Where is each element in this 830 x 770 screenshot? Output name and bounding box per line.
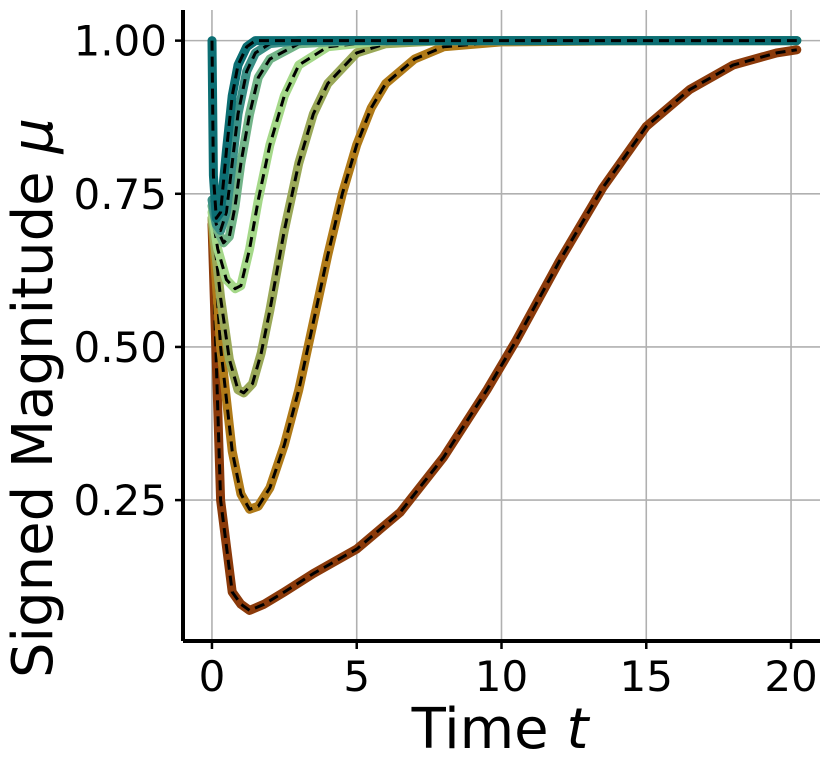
x-tick-label-3: 15 bbox=[620, 652, 673, 701]
y-axis-label: Signed Magnitude μ bbox=[1, 118, 66, 678]
series-layer bbox=[207, 36, 802, 615]
x-axis-label-text: Time bbox=[411, 697, 567, 762]
series-fit-line-2 bbox=[210, 39, 797, 395]
series-line-1 bbox=[207, 36, 802, 514]
x-tick-label-1: 5 bbox=[343, 652, 370, 701]
x-axis-label-variable: t bbox=[566, 697, 590, 762]
x-axis-label: Time t bbox=[411, 697, 591, 762]
y-tick-label-0: 0.25 bbox=[73, 476, 167, 525]
y-tick-label-3: 1.00 bbox=[73, 17, 167, 66]
series-fit-line-1 bbox=[210, 39, 797, 511]
series-line-2 bbox=[207, 36, 802, 398]
y-tick-label-2: 0.75 bbox=[73, 170, 167, 219]
x-tick-label-4: 20 bbox=[764, 652, 817, 701]
x-tick-label-2: 10 bbox=[475, 652, 528, 701]
series-fit-line-0 bbox=[210, 48, 798, 612]
series-fit-line-3 bbox=[210, 39, 797, 291]
x-tick-label-0: 0 bbox=[199, 652, 226, 701]
y-ticks: 0.25 0.50 0.75 1.00 bbox=[73, 17, 183, 525]
y-axis-label-variable: μ bbox=[1, 118, 66, 155]
series-line-0 bbox=[207, 45, 802, 615]
x-ticks: 0 5 10 15 20 bbox=[199, 641, 818, 701]
y-tick-label-1: 0.50 bbox=[73, 323, 167, 372]
y-axis-label-text: Signed Magnitude bbox=[1, 154, 66, 678]
series-fit-line-6 bbox=[210, 39, 797, 220]
